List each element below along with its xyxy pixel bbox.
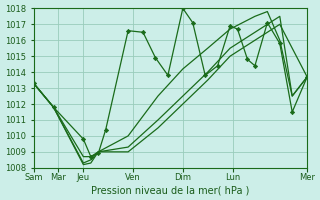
X-axis label: Pression niveau de la mer( hPa ): Pression niveau de la mer( hPa )	[91, 185, 250, 195]
